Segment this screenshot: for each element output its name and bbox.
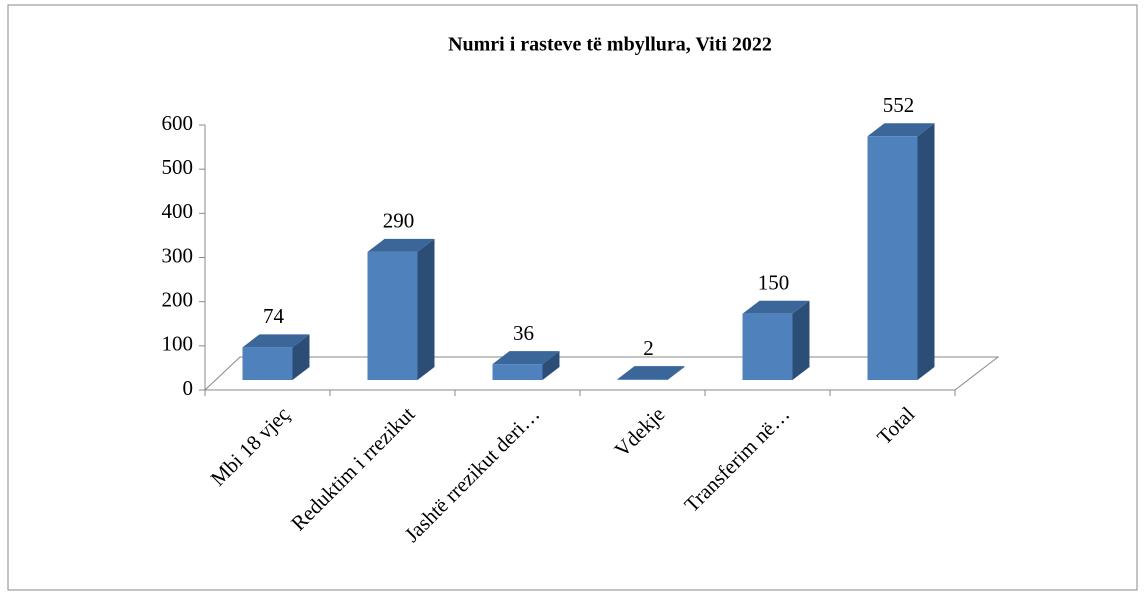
bar-front bbox=[617, 379, 668, 380]
bar bbox=[367, 238, 435, 380]
bar-top bbox=[492, 351, 560, 365]
bar-front bbox=[492, 364, 543, 380]
bar-side bbox=[417, 238, 435, 380]
bar-top bbox=[617, 366, 685, 380]
bar-top bbox=[867, 123, 935, 137]
value-label: 36 bbox=[513, 321, 534, 345]
y-tick-label: 200 bbox=[162, 287, 194, 311]
value-label: 150 bbox=[758, 271, 790, 295]
bar bbox=[242, 334, 310, 380]
value-label: 290 bbox=[383, 209, 415, 233]
bar-front bbox=[867, 136, 918, 380]
chart-title: Numri i rasteve të mbyllura, Viti 2022 bbox=[448, 34, 772, 56]
y-tick-label: 0 bbox=[183, 376, 194, 400]
bar bbox=[492, 351, 560, 380]
bar-top bbox=[742, 300, 810, 314]
bar-side bbox=[542, 351, 560, 380]
bar-top bbox=[367, 238, 435, 252]
y-tick-label: 400 bbox=[162, 199, 194, 223]
value-label: 552 bbox=[883, 93, 915, 117]
bar-front bbox=[367, 251, 418, 380]
bar-side bbox=[792, 300, 810, 380]
bar bbox=[617, 366, 685, 380]
bar bbox=[867, 123, 935, 380]
y-tick-label: 100 bbox=[162, 332, 194, 356]
bar bbox=[742, 300, 810, 380]
value-label: 2 bbox=[643, 336, 654, 360]
y-tick-label: 500 bbox=[162, 155, 194, 179]
y-tick-label: 300 bbox=[162, 243, 194, 267]
bar-front bbox=[742, 313, 793, 380]
y-tick-label: 600 bbox=[162, 111, 194, 135]
bar-front bbox=[242, 347, 293, 380]
bar-side bbox=[917, 123, 935, 380]
bar-top bbox=[242, 334, 310, 348]
bar-side bbox=[292, 334, 310, 380]
bar-side bbox=[667, 366, 685, 380]
chart-border bbox=[7, 4, 1138, 591]
value-label: 74 bbox=[263, 304, 285, 328]
